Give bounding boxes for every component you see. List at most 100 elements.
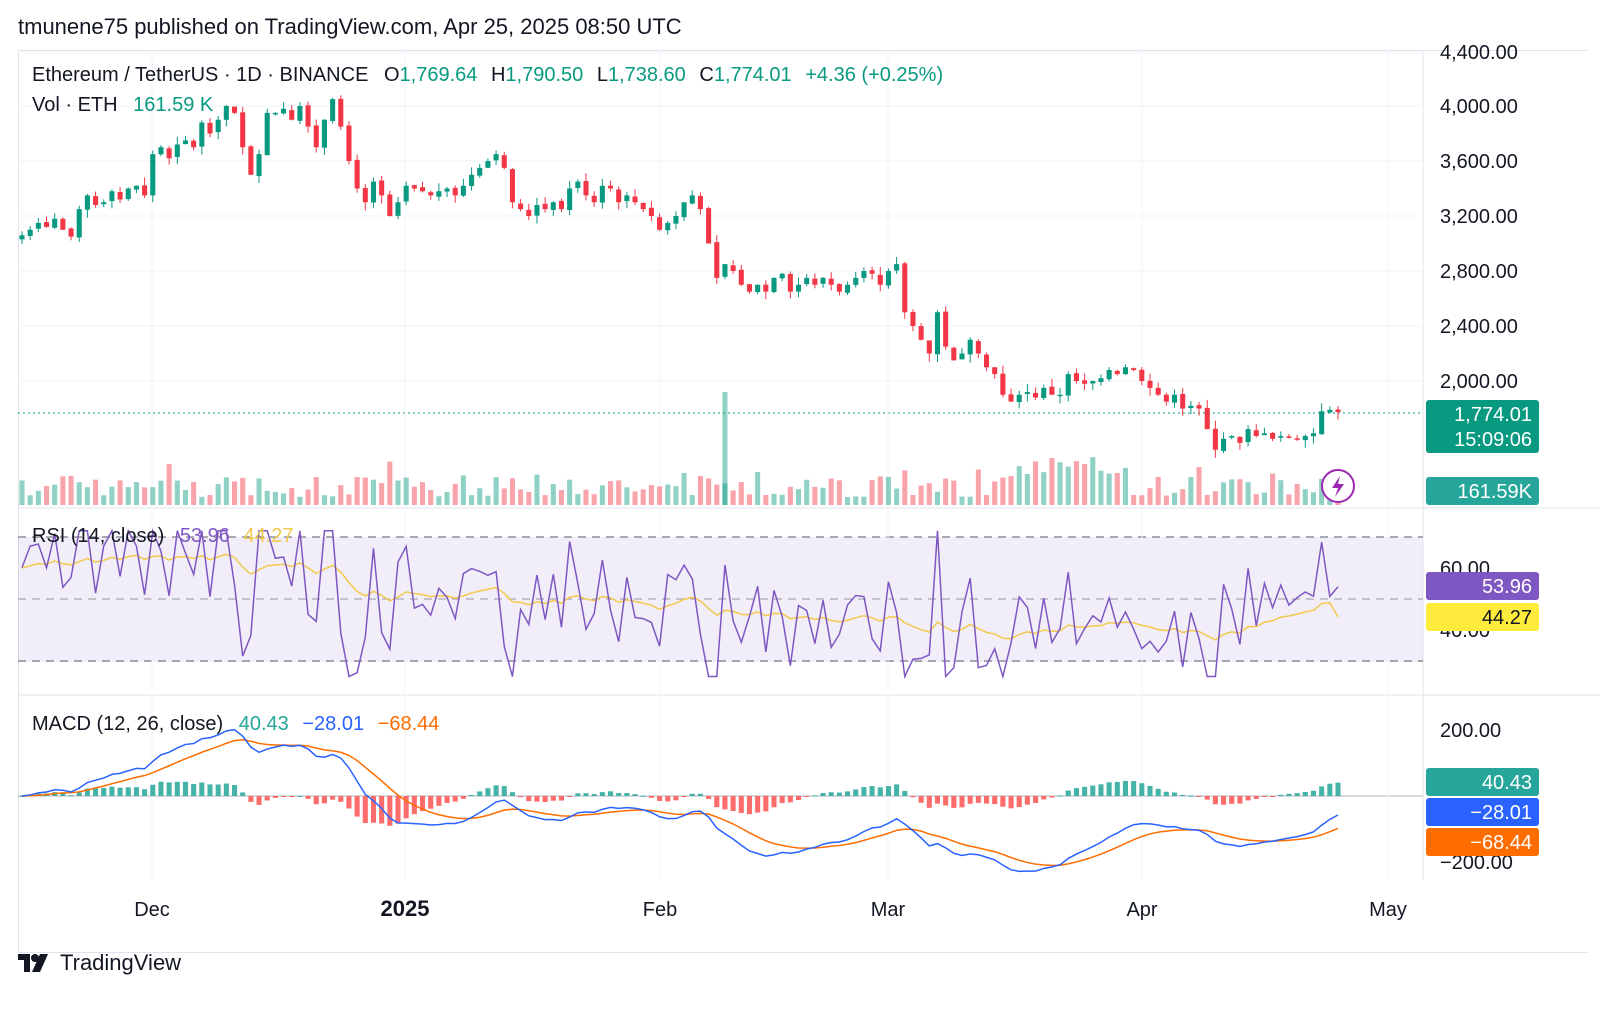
macd-hist-badge-text: 40.43 <box>1482 772 1532 794</box>
tradingview-brand[interactable]: TradingView <box>18 950 181 976</box>
volume-bar <box>493 477 499 505</box>
volume-bar <box>869 480 875 505</box>
candle-body <box>738 269 744 285</box>
candle-body <box>19 235 25 240</box>
macd-hist-bar <box>763 796 769 812</box>
macd-hist-bar <box>166 782 172 796</box>
volume-bar <box>943 478 949 505</box>
candle-body <box>1237 437 1243 443</box>
macd-hist-bar <box>84 788 90 796</box>
volume-bar <box>599 485 605 505</box>
candle-body <box>616 189 622 203</box>
volume-bar <box>1090 457 1096 505</box>
chart-frame[interactable] <box>18 50 1588 953</box>
candle-body <box>812 278 818 285</box>
candle-body <box>550 202 556 210</box>
volume-bar <box>256 478 262 505</box>
volume-bar <box>992 481 998 505</box>
candle-body <box>452 187 458 196</box>
candle-body <box>1147 380 1153 388</box>
candle-body <box>60 218 66 230</box>
macd-hist-bar <box>158 781 164 796</box>
macd-hist-bar <box>746 796 753 815</box>
volume-badge-text: 161.59K <box>1457 481 1532 503</box>
macd-hist-bar <box>607 791 614 796</box>
macd-hist-bar <box>542 796 548 802</box>
candle-body <box>1245 429 1251 443</box>
macd-hist-bar <box>370 796 377 823</box>
volume-bar <box>19 480 25 505</box>
volume-bar <box>902 470 908 505</box>
macd-hist-bar <box>248 796 254 802</box>
volume-bar <box>755 472 761 505</box>
macd-hist-bar <box>264 796 270 801</box>
macd-hist-bar <box>403 796 409 819</box>
change-value: +4.36 (+0.25%) <box>805 64 944 86</box>
macd-hist-bar <box>354 796 360 817</box>
candle-body <box>1057 394 1063 397</box>
macd-hist-bar <box>207 784 213 796</box>
candle-body <box>1065 374 1071 396</box>
candle-body <box>166 148 172 159</box>
macd-hist-bar <box>1139 783 1145 796</box>
macd-hist-bar <box>665 796 671 802</box>
volume-bar <box>1180 489 1186 505</box>
candle-body <box>35 222 41 229</box>
macd-hist-bar <box>706 796 712 799</box>
volume-bar <box>1057 462 1063 505</box>
candle-body <box>387 194 393 216</box>
candle-body <box>934 312 941 355</box>
candle-body <box>469 174 475 186</box>
volume-bar <box>1155 476 1161 505</box>
candle-body <box>607 185 614 189</box>
candle-body <box>1327 409 1333 413</box>
candle-body <box>1008 394 1014 402</box>
candle-body <box>877 274 883 285</box>
volume-bar <box>346 494 352 505</box>
volume-bar <box>1302 489 1308 505</box>
volume-bar <box>558 489 565 505</box>
macd-hist-bar <box>346 796 352 809</box>
macd-hist-bar <box>321 796 327 804</box>
candle-body <box>926 340 932 354</box>
candle-body <box>436 191 442 197</box>
candle-body <box>1016 394 1022 403</box>
price-badge-bg <box>1426 400 1539 453</box>
volume-bar <box>191 481 197 505</box>
volume-badge-bg <box>1426 477 1539 505</box>
macd-hist-bar <box>624 793 630 796</box>
time-tick-label: Apr <box>1126 899 1157 921</box>
low-label: L <box>596 64 608 86</box>
volume-bar <box>428 490 434 505</box>
volume-bar <box>166 464 172 505</box>
macd-hist-bar <box>526 796 532 802</box>
volume-bar <box>1114 472 1120 505</box>
volume-bar <box>158 480 164 505</box>
candle-body <box>411 185 417 189</box>
candle-body <box>918 326 924 340</box>
volume-bar <box>951 480 957 505</box>
candle-body <box>1155 387 1161 395</box>
candle-body <box>1024 392 1030 395</box>
volume-bar <box>1163 495 1169 505</box>
volume-bar <box>714 484 720 505</box>
volume-bar <box>501 488 507 505</box>
macd-hist-bar <box>820 792 826 796</box>
candle-body <box>158 147 164 155</box>
open-value: 1,769.64 <box>399 64 478 86</box>
volume-bar <box>101 495 107 505</box>
volume-bar <box>828 478 834 505</box>
macd-hist-bar <box>1335 782 1341 796</box>
candle-body <box>346 125 352 161</box>
macd-hist-bar <box>648 796 654 798</box>
volume-bar <box>1270 473 1276 505</box>
macd-hist-bar <box>992 796 998 805</box>
macd-hist-bar <box>509 792 515 796</box>
volume-bar <box>607 481 614 505</box>
macd-tick-label: 200.00 <box>1440 720 1501 742</box>
volume-bar <box>836 480 842 505</box>
candle-body <box>1033 392 1039 398</box>
macd-hist-bar <box>297 795 303 797</box>
candle-body <box>84 195 90 210</box>
